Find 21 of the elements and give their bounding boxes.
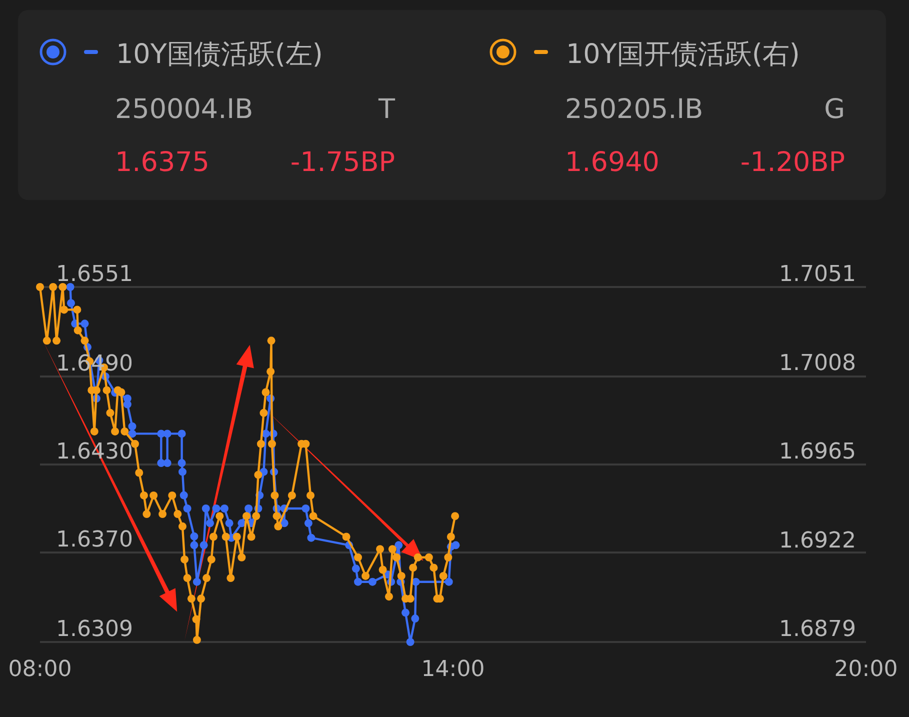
text: 1.6375 xyxy=(115,147,210,178)
y2-tick-label: 1.6965 xyxy=(779,440,856,464)
y-tick-label: 1.6370 xyxy=(56,528,133,553)
text: 1.6940 xyxy=(565,147,660,178)
x-tick-label: 20:00 xyxy=(834,657,898,682)
legend-label: 10Y国债活跃(左) xyxy=(116,39,323,70)
text: -1.75BP xyxy=(290,147,395,178)
y2-tick-label: 1.7051 xyxy=(779,262,856,287)
x-tick-label: 08:00 xyxy=(8,657,72,682)
text: 250004.IB xyxy=(115,94,254,125)
text: 250205.IB xyxy=(565,94,704,125)
y-tick-label: 1.6551 xyxy=(56,262,133,287)
text: -1.20BP xyxy=(740,147,845,178)
y2-tick-label: 1.6879 xyxy=(779,617,856,642)
x-tick-label: 14:00 xyxy=(421,657,485,682)
y-tick-label: 1.6309 xyxy=(56,617,133,642)
y2-tick-label: 1.7008 xyxy=(779,350,856,376)
text: G xyxy=(824,94,845,125)
text: T xyxy=(378,94,396,125)
legend-label: 10Y国开债活跃(右) xyxy=(566,39,800,70)
y2-tick-label: 1.6922 xyxy=(779,528,856,554)
